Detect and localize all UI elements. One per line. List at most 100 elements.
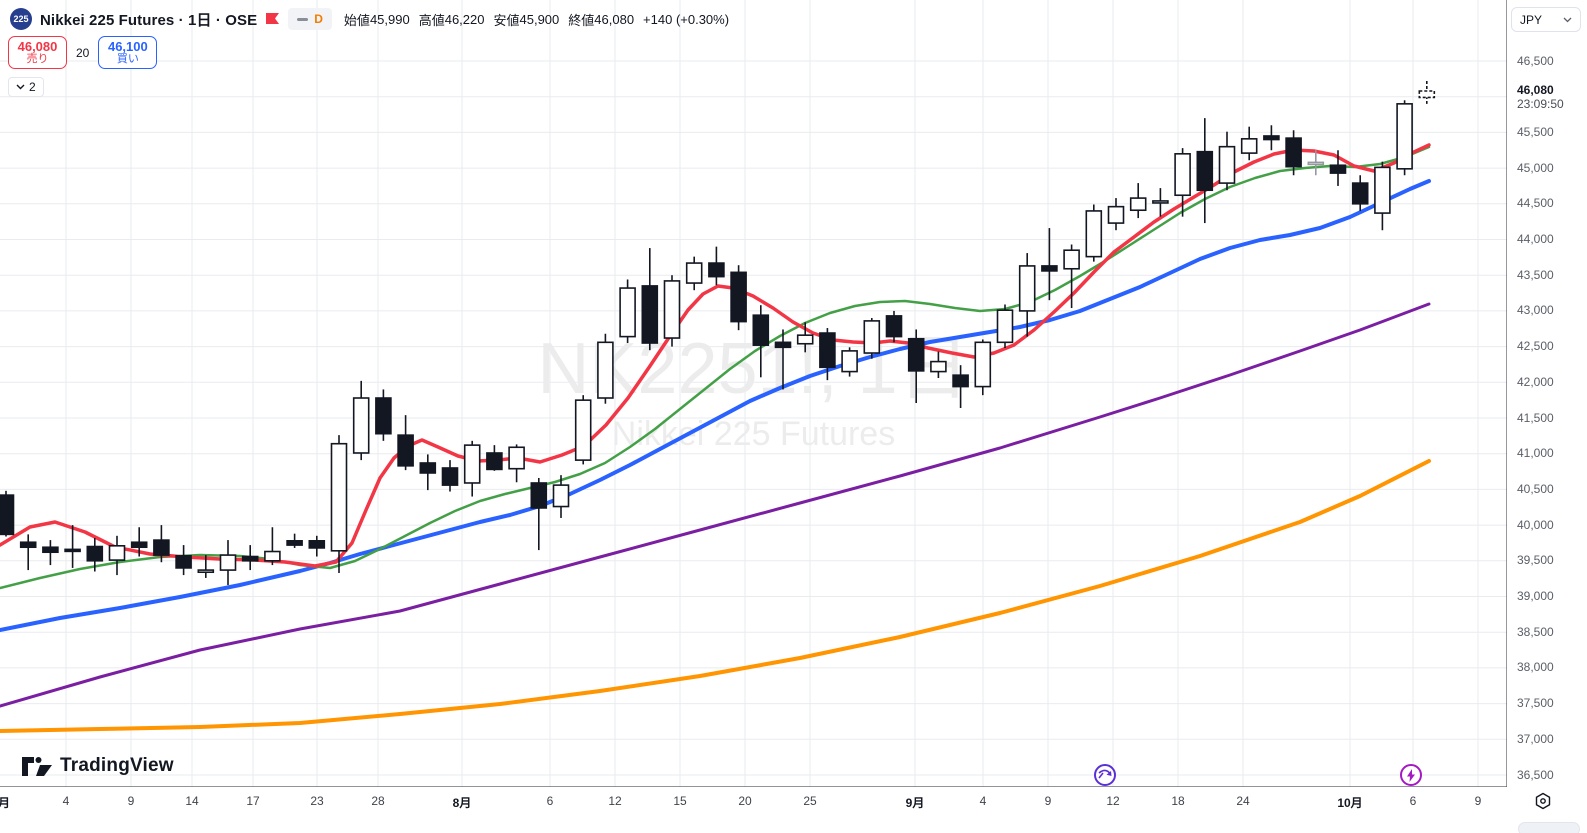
price-axis-label: 46,500 [1517,53,1554,68]
candle [463,440,481,497]
candle-body [996,309,1014,344]
time-axis-label: 4 [979,794,987,808]
buy-label: 買い [116,52,139,65]
candle-body [574,399,592,461]
ohlc-label: 高値 [418,12,445,28]
time-axis-label: 9 [1474,794,1482,808]
candle [1285,130,1302,176]
candle-body [663,280,681,339]
buy-price: 46,100 [107,38,148,54]
time-axis-label: 18 [1171,794,1185,808]
candle [441,460,459,492]
candle [375,389,392,441]
candle-body [1041,265,1058,272]
tradingview-branding[interactable]: TradingView [22,755,174,777]
price-axis-label: 36,500 [1517,767,1554,782]
candle [841,347,858,377]
candle [574,395,592,465]
sell-label: 売り [26,52,49,65]
time-axis[interactable]: 月 4 9 14 17 23 28 8月 6 12 15 20 25 9月 4 9 12 18 24 10月 6 9 [0,787,1507,833]
candle-body [1263,135,1280,141]
candle [996,304,1014,349]
candle-body [397,434,414,467]
ohlc-pair: 高値 46,220 [419,10,485,29]
candle-body [419,462,437,474]
candle [885,310,903,343]
pane-resize-pill[interactable] [1518,822,1580,833]
price-axis-label: 43,000 [1517,303,1554,318]
price-axis[interactable]: JPY 46,500 45,500 45,000 44,500 44,000 43,500… [1507,0,1587,787]
time-axis-label: 9 [127,794,135,808]
candle [419,454,437,491]
time-axis-label: 20 [738,794,752,808]
candle [952,365,969,409]
candle [930,351,947,379]
price-axis-label: 42,000 [1517,374,1554,389]
currency-button[interactable]: JPY [1511,7,1581,32]
exchange-value: OSE [225,11,258,29]
price-axis-label: 39,500 [1517,553,1554,568]
ma-red [0,143,1431,568]
symbol-title[interactable]: Nikkei 225 Futures · 1日 · OSE [40,11,258,29]
candle [1374,161,1391,231]
price-axis-label: 37,500 [1517,696,1554,711]
axis-settings-gear-icon[interactable] [1532,791,1554,813]
lightning-icon [1407,768,1415,782]
time-axis-label: 9 [1044,794,1052,808]
dash-icon [297,17,309,21]
candle-body [219,554,237,571]
price-axis-label: 41,000 [1517,446,1554,461]
candle [530,477,548,551]
time-axis-label: 6 [546,794,554,808]
candle-body [1307,161,1325,166]
interval-pill[interactable]: D [288,8,332,30]
symbol-logo[interactable]: 225 [10,8,32,30]
price-axis-label: 40,500 [1517,481,1554,496]
price-axis-label: 40,000 [1517,517,1554,532]
candle [974,339,992,396]
candle [1018,253,1036,337]
ohlc-label: 終値 [568,12,595,28]
buy-button[interactable]: 46,100 買い [98,36,158,69]
candle-body [1085,210,1103,258]
candle-body [42,546,59,554]
bar-countdown: 23:09:50 [1517,96,1564,111]
interval-value: 1日 [188,11,212,29]
price-axis-label: 42,500 [1517,339,1554,354]
tradingview-logo-icon [22,756,52,776]
price-axis-label: 44,000 [1517,232,1554,246]
candle-body [930,360,947,373]
contract-switch-marker[interactable] [1094,764,1116,786]
candle-body [819,332,836,369]
interval-pill-label: D [314,12,323,26]
candle [1107,198,1125,231]
candle [1041,228,1058,301]
flag-icon[interactable] [265,12,280,26]
candle [863,318,881,359]
candle-body [1240,138,1258,154]
time-axis-label: 25 [803,794,817,808]
time-axis-label: 6 [1409,794,1417,808]
collapse-indicators-button[interactable]: 2 [8,77,44,97]
ma-green [0,145,1431,590]
candle-body [796,334,814,345]
candle-body [641,285,659,344]
candle-body [308,540,326,549]
candle-body [508,446,525,470]
lightning-event-marker[interactable] [1400,764,1422,786]
candle [552,475,570,518]
price-axis-label: 41,500 [1517,410,1554,425]
candle [286,533,303,548]
sell-button[interactable]: 46,080 売り [8,36,67,69]
candle [752,305,770,378]
chevron-down-icon [16,84,25,90]
candle [19,534,37,571]
candle [730,265,747,331]
time-axis-label: 12 [608,794,622,808]
candle-body [952,374,969,388]
candle-body [1351,182,1369,205]
candle [819,328,836,381]
candle-body [863,320,881,354]
